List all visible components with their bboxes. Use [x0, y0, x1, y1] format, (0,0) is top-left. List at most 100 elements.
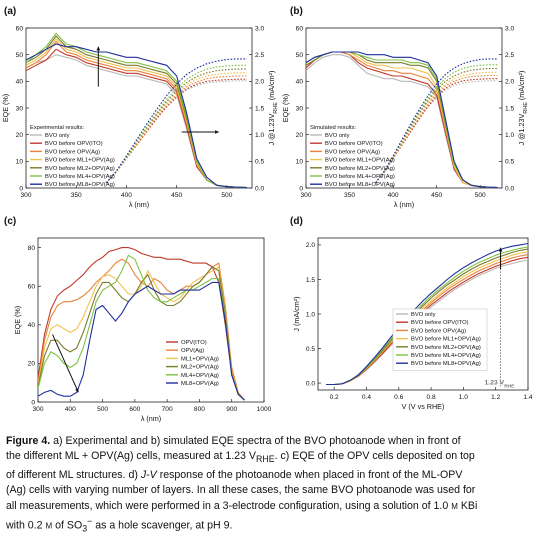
panel-label: (c) [4, 216, 16, 227]
y-tick-label: 0.0 [306, 380, 315, 387]
legend-entry: BVO before ML2+OPV(Ag) [411, 345, 481, 351]
panel-label: (b) [290, 6, 303, 17]
legend-entry: BVO before ML1+OPV(Ag) [325, 158, 395, 164]
series-line [38, 281, 245, 401]
trend-arrow-head [498, 247, 503, 252]
legend-entry: BVO before ML1+OPV(Ag) [45, 158, 115, 164]
panel-label: (a) [4, 6, 16, 17]
plot-frame [37, 237, 265, 403]
y-tick-label: 20 [296, 132, 304, 139]
y2-tick-label: 1.5 [505, 105, 514, 112]
y-tick-label: 1.0 [306, 311, 315, 318]
y-tick-label: 80 [28, 245, 36, 252]
y-tick-label: 1.5 [306, 277, 315, 284]
series-j-line [375, 64, 498, 184]
chart-panel-4: (d) 0.2 0.4 0.6 0.8 1.0 1.2 1.4 0.0 0.5 1.0 1.5 2.0 V… [290, 216, 533, 411]
caption-text-7: all measurements, which were performed i… [6, 499, 449, 512]
y2-tick-label: 0.0 [505, 185, 514, 192]
legend-entry: BVO before OPV(Ag) [411, 328, 466, 334]
legend-box [392, 308, 488, 371]
series-line [26, 43, 248, 188]
legend: OPV(ITO) OPV(Ag) ML1+OPV(Ag) ML2+OPV(Ag) ML4… [166, 340, 219, 387]
legend-entry: BVO before ML1+OPV(Ag) [411, 337, 481, 343]
x-tick-label: 1000 [257, 406, 272, 413]
series-j-line [105, 64, 247, 184]
series-line [306, 51, 498, 188]
x-tick-label: 400 [388, 192, 399, 199]
x-axis-label: λ (nm) [394, 200, 414, 209]
y2-tick-label: 1.5 [255, 105, 264, 112]
x-tick-label: 500 [221, 192, 232, 199]
legend-entry: BVO only [325, 133, 350, 139]
series-group [38, 247, 246, 401]
y-tick-label: 30 [16, 105, 24, 112]
legend-entry: BVO before OPV(Ag) [325, 149, 380, 155]
caption-kbi: KBi [460, 499, 478, 512]
y-tick-label: 0 [31, 399, 35, 406]
caption-text-10: as a hole scavenger, at pH 9. [95, 519, 233, 532]
legend-entry: ML8+OPV(Ag) [181, 381, 219, 387]
caption-molar-2: M [45, 521, 53, 531]
series-line [38, 266, 245, 401]
series-line [38, 258, 246, 401]
x-tick-label: 450 [171, 192, 182, 199]
x-tick-label: 300 [300, 192, 311, 199]
y-tick-label: 20 [28, 361, 36, 368]
series-j-line [105, 75, 247, 184]
y-tick-label: 0.5 [306, 346, 315, 353]
y-tick-label: 50 [16, 52, 24, 59]
y2-axis-label: J @1.23VRHE (mA/cm²) [517, 71, 529, 146]
y-axis-label: EQE (%) [1, 94, 10, 122]
caption-text-6: (Ag) cells with varying number of layers… [6, 484, 476, 497]
x-tick-label: 300 [20, 192, 31, 199]
v123-label: 1.23 VRHE [485, 379, 516, 389]
y2-tick-label: 0.0 [255, 185, 264, 192]
legend-entry: BVO before OPV(ITO) [411, 320, 469, 326]
caption-text-2: the different ML + OPV(Ag) cells, measur… [6, 450, 256, 463]
x-tick-label: 350 [71, 192, 82, 199]
x-tick-label: 400 [65, 406, 76, 413]
caption-text-1: a) Experimental and b) simulated EQE spe… [53, 435, 461, 447]
x-tick-label: 0.6 [394, 394, 403, 401]
series-group [26, 32, 248, 188]
caption-molar-1: M [451, 501, 458, 511]
legend-title: Experimental results: [30, 125, 85, 131]
chart-panel-3: (c) 300 400 500 600 700 800 900 1000 0 20 40 60 80 λ (… [4, 216, 272, 423]
series-j-line [375, 78, 498, 184]
x-tick-label: 1.0 [459, 394, 468, 401]
series-line [38, 254, 245, 401]
x-tick-label: 0.8 [426, 394, 435, 401]
plot-frame [25, 27, 253, 189]
chart-panel-1: (a) 300 350 400 450 500 0 10 20 30 40 50 60 λ (nm) EQE… [1, 6, 279, 209]
legend-entry: OPV(Ag) [181, 348, 204, 354]
x-axis-label: V (V vs RHE) [402, 402, 445, 411]
figure-caption: Figure 4. a) Experimental and b) simulat… [6, 435, 478, 534]
y2-tick-label: 2.0 [505, 79, 514, 86]
y-tick-label: 10 [16, 159, 24, 166]
y-tick-label: 50 [296, 52, 304, 59]
series-j-line [105, 58, 247, 184]
caption-sub-3: 3 [82, 523, 88, 534]
caption-text-8: with 0.2 [6, 519, 43, 532]
legend-entry: ML2+OPV(Ag) [181, 365, 219, 371]
y2-tick-label: 0.5 [505, 159, 514, 166]
y2-tick-label: 1.0 [505, 132, 514, 139]
x-tick-label: 400 [121, 192, 132, 199]
legend-entry: ML1+OPV(Ag) [181, 356, 219, 362]
y2-tick-label: 3.0 [255, 25, 264, 32]
y2-tick-label: 1.0 [255, 132, 264, 139]
series-j-line [105, 80, 247, 184]
legend-entry: BVO before ML8+OPV(Ag) [325, 182, 395, 188]
caption-text-4: of different ML structures. d) [6, 468, 138, 481]
y2-axis-label: J @1.23VRHE (mA/cm²) [267, 71, 279, 146]
y-tick-label: 2.0 [306, 242, 315, 249]
caption-text-3: c) EQE of the OPV cells deposited on top [280, 450, 475, 463]
x-tick-label: 900 [226, 406, 237, 413]
x-axis-label: λ (nm) [141, 414, 161, 423]
legend-title: Simulated results: [310, 125, 356, 131]
trend-arrow [52, 334, 79, 393]
y-tick-label: 40 [28, 322, 36, 329]
x-tick-label: 300 [32, 406, 43, 413]
x-tick-label: 350 [344, 192, 355, 199]
legend-entry: BVO only [45, 133, 70, 139]
